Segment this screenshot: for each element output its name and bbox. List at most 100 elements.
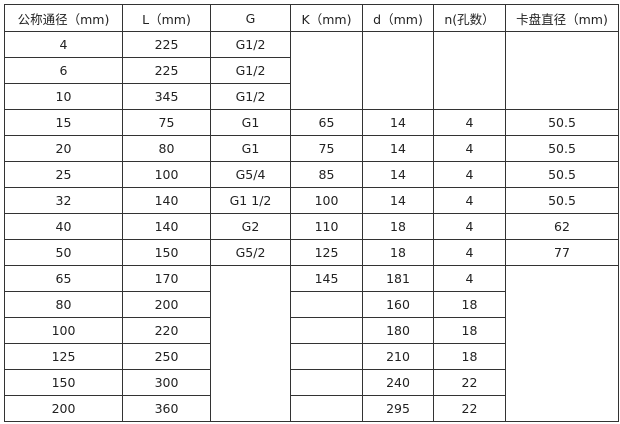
- table-cell: 250: [122, 343, 211, 370]
- column-header: L（mm): [122, 4, 211, 32]
- table-cell: [362, 31, 434, 110]
- table-cell: 14: [362, 187, 434, 214]
- table-row: 40 140 G2 110 18 4 62: [4, 213, 619, 240]
- column-header: d（mm): [362, 4, 434, 32]
- table-cell: 50.5: [505, 187, 619, 214]
- table-cell: [433, 31, 506, 110]
- table-cell: [290, 31, 363, 110]
- table-cell: 4: [433, 239, 506, 266]
- table-cell: 200: [122, 291, 211, 318]
- table-cell: G1 1/2: [210, 187, 291, 214]
- table-cell: 18: [433, 343, 506, 370]
- table-cell: 4: [433, 161, 506, 188]
- table-cell: 50.5: [505, 161, 619, 188]
- table-cell: G1/2: [210, 31, 291, 58]
- table-cell: G5/4: [210, 161, 291, 188]
- table-cell: 181: [362, 265, 434, 292]
- table-cell: 4: [433, 109, 506, 136]
- table-row: 15 75 G1 65 14 4 50.5: [4, 109, 619, 136]
- table-row: 150300240228: [4, 369, 619, 396]
- table-cell: 14: [362, 135, 434, 162]
- table-row: 80200160188: [4, 291, 619, 318]
- table-cell: 140: [122, 187, 211, 214]
- table-cell: 220: [122, 317, 211, 344]
- table-cell: 50.5: [505, 135, 619, 162]
- table-cell: 125: [4, 343, 123, 370]
- table-cell: [290, 395, 363, 422]
- table-cell: 345: [122, 83, 211, 110]
- table-cell: 100: [122, 161, 211, 188]
- table-cell: 18: [362, 213, 434, 240]
- table-cell: 65: [290, 109, 363, 136]
- table-cell: 6: [4, 57, 123, 84]
- table-cell: G5/2: [210, 239, 291, 266]
- table-cell: 200: [4, 395, 123, 422]
- table-cell: G1/2: [210, 83, 291, 110]
- table-cell: 77: [505, 239, 619, 266]
- table-cell: 40: [4, 213, 123, 240]
- table-cell: 110: [290, 213, 363, 240]
- table-cell: 25: [4, 161, 123, 188]
- table-cell: 22: [433, 369, 506, 396]
- table-cell: 18: [362, 239, 434, 266]
- table-cell: 100: [290, 187, 363, 214]
- column-header: K（mm): [290, 4, 363, 32]
- table-cell: 80: [4, 291, 123, 318]
- table-cell: 170: [122, 265, 211, 292]
- table-cell: [290, 291, 363, 318]
- table-cell: [505, 265, 619, 422]
- table-cell: 22: [433, 395, 506, 422]
- table-cell: 100: [4, 317, 123, 344]
- table-cell: [290, 317, 363, 344]
- column-header: G: [210, 4, 291, 32]
- table-cell: 14: [362, 161, 434, 188]
- table-cell: [290, 369, 363, 396]
- table-cell: 4: [433, 213, 506, 240]
- table-cell: [290, 343, 363, 370]
- table-cell: [505, 31, 619, 110]
- table-cell: 50: [4, 239, 123, 266]
- table-cell: 140: [122, 213, 211, 240]
- table-cell: G1/2: [210, 57, 291, 84]
- table-cell: 360: [122, 395, 211, 422]
- table-cell: 20: [4, 135, 123, 162]
- table-cell: 240: [362, 369, 434, 396]
- table-cell: 4: [4, 31, 123, 58]
- table-row: 2003602952212: [4, 395, 619, 422]
- table-row: 65 170 145 181 4: [4, 265, 619, 422]
- table-cell: 295: [362, 395, 434, 422]
- column-header: 公称通径（mm): [4, 4, 123, 32]
- table-cell: 300: [122, 369, 211, 396]
- column-header: n(孔数）: [433, 4, 506, 32]
- table-cell: 80: [122, 135, 211, 162]
- table-cell: 210: [362, 343, 434, 370]
- table-cell: 150: [4, 369, 123, 396]
- table-row: 4 225 G1/2: [4, 31, 619, 110]
- table-cell: 150: [122, 239, 211, 266]
- table-row: 32 140 G1 1/2 100 14 4 50.5: [4, 187, 619, 214]
- table-cell: 65: [4, 265, 123, 292]
- table-cell: G1: [210, 109, 291, 136]
- table-cell: 4: [433, 135, 506, 162]
- table-cell: 32: [4, 187, 123, 214]
- table-cell: 18: [433, 317, 506, 344]
- table-cell: 4: [433, 265, 506, 292]
- table-cell: G2: [210, 213, 291, 240]
- table-cell: 180: [362, 317, 434, 344]
- table-cell: 62: [505, 213, 619, 240]
- table-cell: 4: [433, 187, 506, 214]
- table-cell: [210, 265, 291, 422]
- table-cell: 125: [290, 239, 363, 266]
- table-cell: G1: [210, 135, 291, 162]
- header-row: 公称通径（mm) L（mm) G K（mm) d（mm) n(孔数） 卡盘直径（mm): [4, 4, 619, 32]
- table-cell: 225: [122, 31, 211, 58]
- column-header: 卡盘直径（mm): [505, 4, 619, 32]
- table-cell: 15: [4, 109, 123, 136]
- table-row: 100220180188: [4, 317, 619, 344]
- table-cell: 75: [122, 109, 211, 136]
- table-cell: 85: [290, 161, 363, 188]
- table-cell: 18: [433, 291, 506, 318]
- table-row: 25 100 G5/4 85 14 4 50.5: [4, 161, 619, 188]
- table-cell: 14: [362, 109, 434, 136]
